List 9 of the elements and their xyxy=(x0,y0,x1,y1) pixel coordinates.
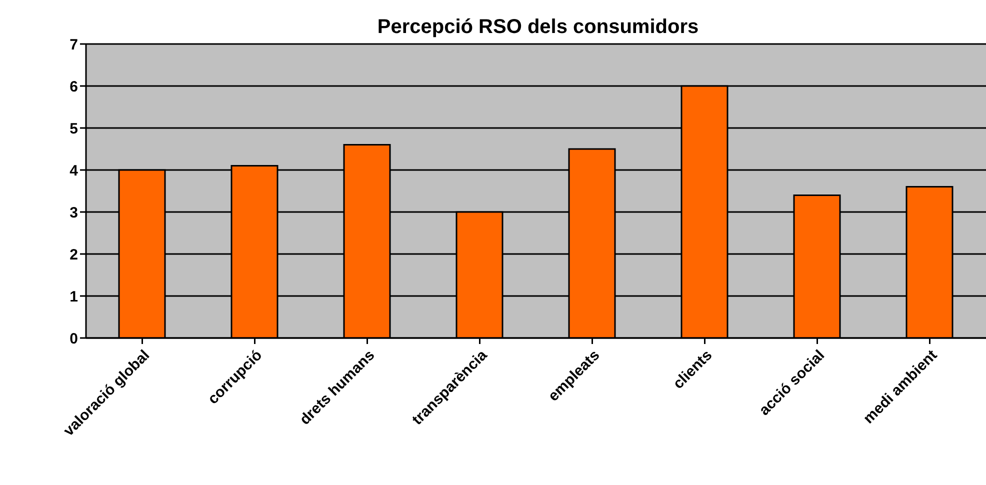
y-tick-label: 1 xyxy=(70,288,78,306)
y-tick-label: 2 xyxy=(70,246,78,264)
y-tick-label: 4 xyxy=(70,162,79,180)
chart-title: Percepció RSO dels consumidors xyxy=(376,16,700,39)
y-tick-label: 6 xyxy=(70,78,78,96)
y-tick-label: 3 xyxy=(70,204,78,222)
y-tick-label: 5 xyxy=(70,120,78,138)
y-tick-label: 0 xyxy=(70,330,78,348)
y-tick-label: 7 xyxy=(70,36,78,54)
